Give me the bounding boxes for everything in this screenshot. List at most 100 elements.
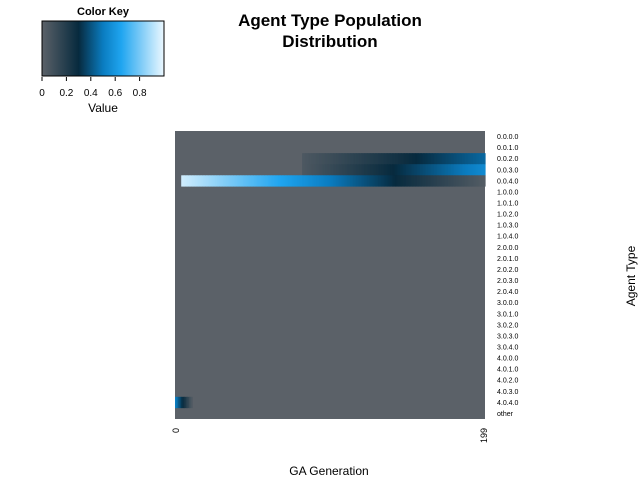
- heatmap-cell: [446, 153, 449, 165]
- heatmap-cell: [179, 396, 182, 409]
- heatmap-cell: [458, 164, 461, 176]
- heatmap-cell: [443, 164, 446, 176]
- heatmap-cell: [280, 175, 283, 187]
- heatmap-cell: [261, 175, 264, 187]
- heatmap-cell: [396, 164, 399, 176]
- heatmap-cell: [373, 175, 376, 187]
- heatmap-cell: [378, 175, 381, 187]
- heatmap-cell: [204, 175, 207, 187]
- heatmap-cell: [244, 175, 247, 187]
- heatmap-cell: [433, 164, 436, 176]
- heatmap-cell: [440, 175, 443, 187]
- heatmap-cell: [347, 164, 350, 176]
- heatmap-cell: [461, 164, 464, 176]
- heatmap-cell: [311, 153, 314, 165]
- heatmap-cell: [405, 153, 409, 165]
- heatmap-cell: [188, 396, 192, 409]
- heatmap-cell: [357, 175, 361, 187]
- heatmap-cell: [322, 175, 325, 187]
- heatmap-cell: [302, 164, 305, 176]
- color-key: Color Key 0 0.2 0.4 0.6 0.8 Value: [39, 6, 165, 115]
- heatmap-cell: [347, 175, 350, 187]
- heatmap-cell: [322, 164, 325, 176]
- heatmap-cell: [266, 175, 269, 187]
- heatmap-cell: [257, 175, 260, 187]
- heatmap-cell: [478, 164, 481, 176]
- heatmap-cell: [419, 175, 423, 187]
- heatmap-cell: [319, 164, 322, 176]
- heatmap-cell: [426, 164, 429, 176]
- heatmap-cell: [311, 175, 314, 187]
- heatmap-cell: [187, 396, 190, 409]
- heatmap-cell: [277, 175, 280, 187]
- heatmap-cell: [184, 175, 187, 187]
- heatmap-cell: [376, 164, 379, 176]
- heatmap-cell: [436, 175, 440, 187]
- heatmap-cell: [424, 175, 427, 187]
- heatmap-cell: [379, 175, 382, 187]
- heatmap-cell: [314, 164, 317, 176]
- heatmap-cell: [303, 153, 306, 165]
- heatmap-cell: [418, 153, 421, 165]
- heatmap-cell: [385, 153, 388, 165]
- heatmap-cell: [317, 164, 320, 176]
- heatmap-cell: [357, 153, 361, 165]
- heatmap-cell: [416, 153, 419, 165]
- row-label: 1.0.2.0: [497, 212, 519, 219]
- heatmap-cell: [441, 153, 444, 165]
- heatmap-cell: [387, 164, 390, 176]
- heatmap-cell: [385, 175, 388, 187]
- heatmap-cell: [246, 175, 249, 187]
- heatmap-cell: [331, 175, 334, 187]
- heatmap-cell: [449, 175, 452, 187]
- heatmap-cell: [463, 175, 466, 187]
- row-label: 2.0.1.0: [497, 256, 519, 263]
- heatmap-cell: [435, 153, 438, 165]
- heatmap-cell: [340, 153, 343, 165]
- heatmap-cell: [396, 175, 399, 187]
- heatmap-cell: [418, 164, 421, 176]
- heatmap-cell: [401, 175, 404, 187]
- heatmap-cell: [230, 175, 233, 187]
- heatmap-cell: [312, 164, 316, 176]
- heatmap-cell: [478, 175, 481, 187]
- row-label: other: [497, 411, 514, 418]
- heatmap-cell: [322, 153, 325, 165]
- heatmap-cell: [364, 164, 367, 176]
- heatmap-cell: [309, 153, 312, 165]
- heatmap-cell: [480, 175, 483, 187]
- heatmap-cell: [472, 175, 475, 187]
- heatmap-cell: [423, 164, 426, 176]
- heatmap-cell: [483, 175, 486, 187]
- heatmap-cell: [450, 175, 454, 187]
- heatmap-cell: [184, 396, 187, 409]
- heatmap-cell: [393, 164, 396, 176]
- heatmap-cell: [371, 164, 374, 176]
- row-label: 2.0.2.0: [497, 267, 519, 274]
- heatmap-cell: [477, 175, 480, 187]
- heatmap-cell: [374, 153, 378, 165]
- heatmap-cell: [241, 175, 244, 187]
- heatmap-cell: [381, 175, 384, 187]
- heatmap-cell: [480, 164, 483, 176]
- heatmap-cell: [409, 153, 412, 165]
- heatmap-cell: [336, 175, 339, 187]
- heatmap-cell: [202, 175, 206, 187]
- heatmap-cell: [333, 164, 336, 176]
- heatmap-cell: [367, 153, 370, 165]
- heatmap-cell: [463, 153, 466, 165]
- row-label: 4.0.4.0: [497, 400, 519, 407]
- heatmap-cell: [255, 175, 258, 187]
- heatmap-cell: [454, 175, 457, 187]
- color-key-tick-label: 0.8: [133, 88, 147, 99]
- heatmap-cell: [423, 175, 426, 187]
- heatmap-cell: [334, 164, 337, 176]
- heatmap-cell: [427, 164, 430, 176]
- heatmap-cell: [312, 153, 316, 165]
- heatmap-cell: [362, 164, 365, 176]
- heatmap-cell: [461, 175, 464, 187]
- heatmap-cell: [181, 175, 184, 187]
- heatmap-cell: [320, 153, 323, 165]
- heatmap-cell: [199, 175, 202, 187]
- heatmap-cell: [303, 175, 306, 187]
